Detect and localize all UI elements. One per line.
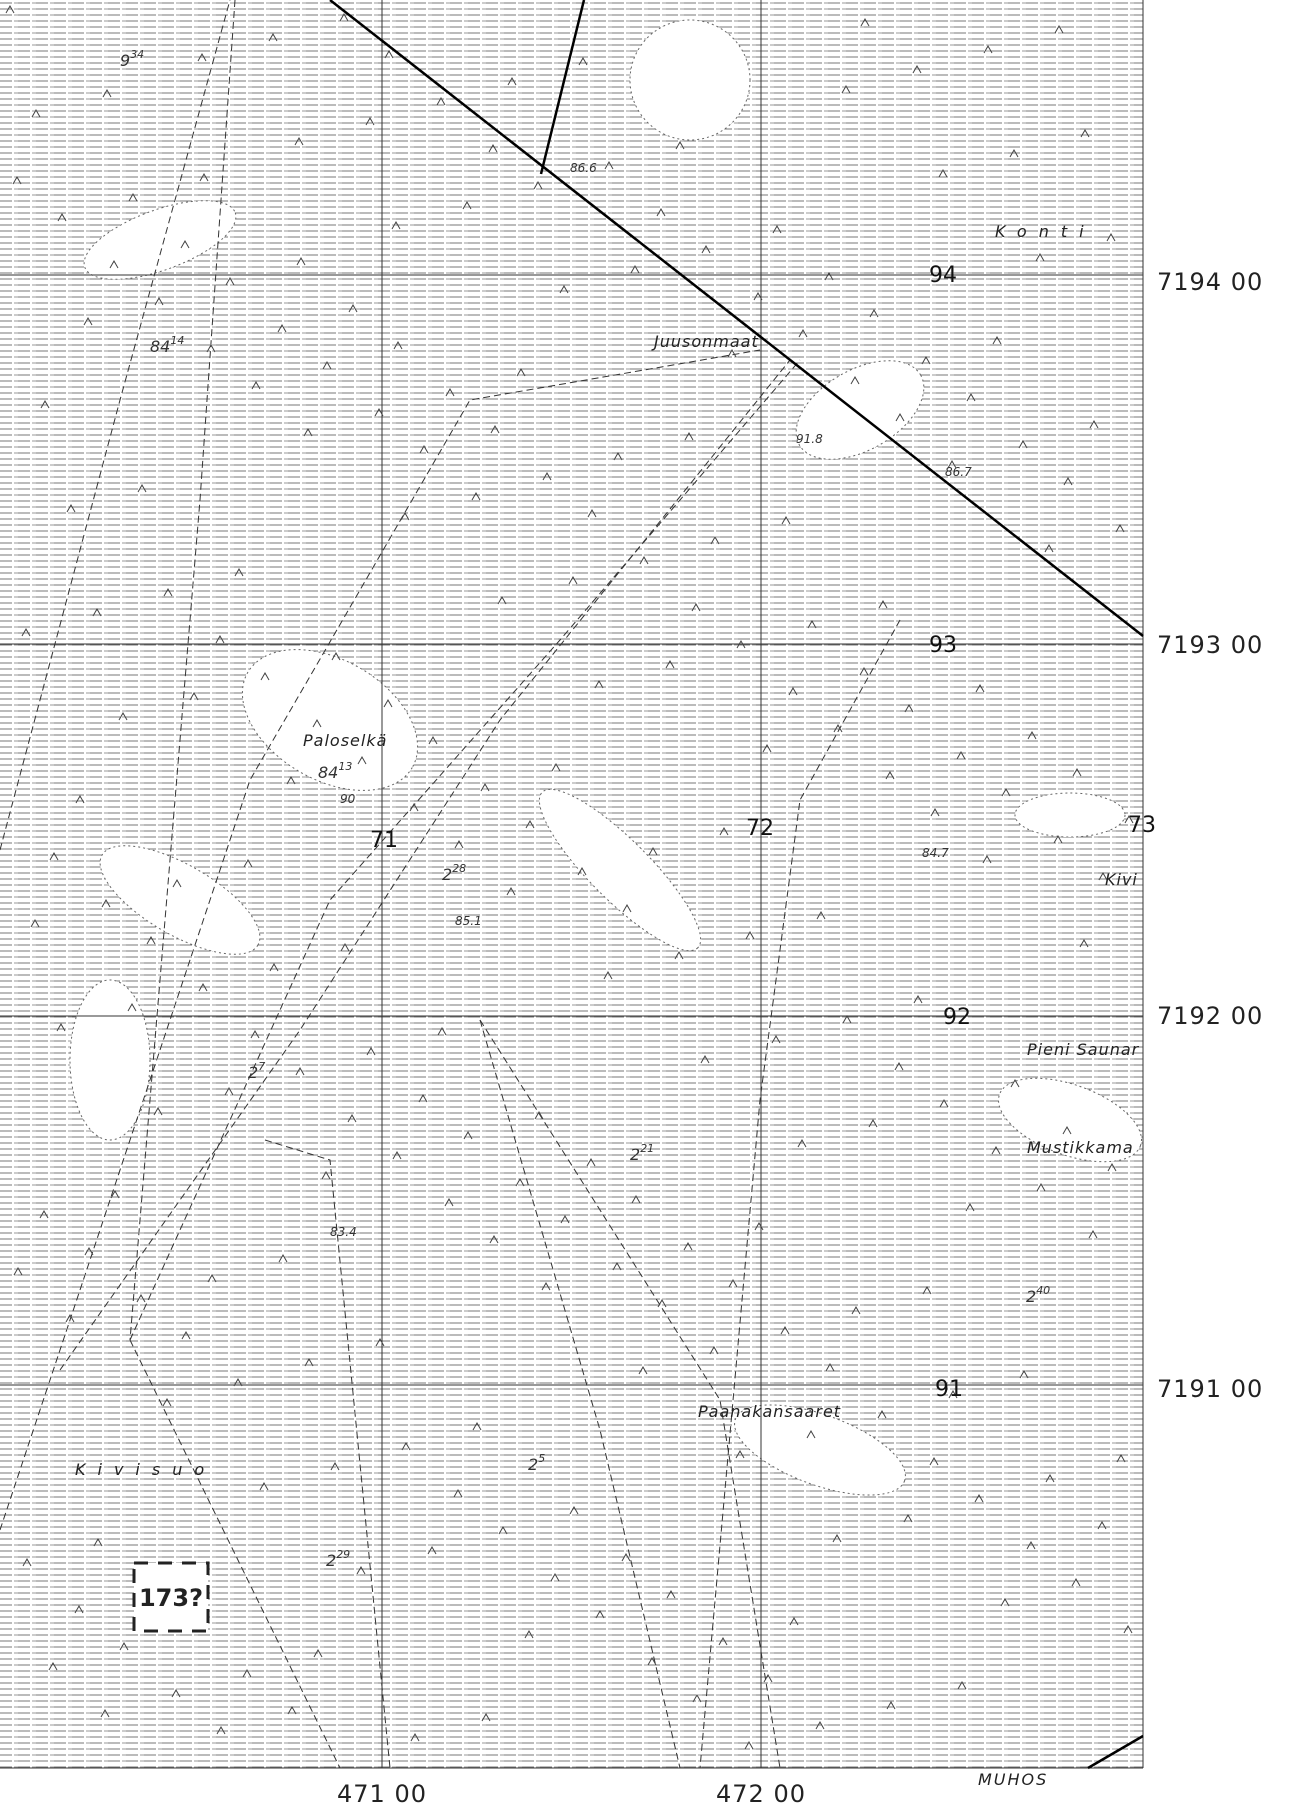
height-base: 84 [150,337,170,356]
northing-label: 7191 00 [1157,1375,1263,1403]
elevation: 90 [340,792,356,806]
tufts [5,4,1134,1750]
islands [69,19,1142,1496]
elevation: 91.8 [796,432,823,446]
place-name: Kivi [1105,870,1138,889]
height-sup: 34 [130,48,144,61]
grid-number: 73 [1128,813,1156,838]
easting-label: 472 00 [716,1780,806,1808]
place-name: Pieni Saunar [1027,1040,1140,1059]
grid-number: 94 [929,263,957,288]
height-label: 27 [248,1060,265,1082]
grid-number: 72 [746,816,774,841]
place-name: Paloselkä [303,731,387,750]
parcel-number: 173? [139,1584,203,1612]
easting-label: 471 00 [337,1780,427,1808]
elevation: 86.6 [570,161,597,175]
height-label: 8414 [150,334,184,356]
height-sup: 29 [336,1548,350,1561]
height-sup: 13 [338,760,352,773]
height-label: 229 [326,1548,350,1570]
place-name: MUHOS [978,1770,1048,1789]
elevation: 86.7 [945,465,972,479]
height-label: 221 [630,1142,654,1164]
grid-number: 93 [929,633,957,658]
northing-label: 7194 00 [1157,268,1263,296]
height-sup: 5 [538,1452,545,1465]
elevation: 85.1 [455,914,482,928]
height-base: 2 [528,1455,538,1474]
height-base: 2 [442,865,452,884]
elevation: 83.4 [330,1225,357,1239]
grid-lines [0,0,1144,1769]
place-name: Juusonmaat [651,332,759,351]
grid-number: 71 [370,828,398,853]
place-name: Kivisuo [75,1460,216,1479]
northing-label: 7192 00 [1157,1002,1263,1030]
height-base: 2 [248,1063,258,1082]
boundary-lines [329,0,1144,1770]
dashed-lines [0,0,901,1769]
northing-label: 7193 00 [1157,631,1263,659]
height-base: 2 [326,1551,336,1570]
height-base: 2 [1026,1287,1036,1306]
elevation: 84.7 [922,846,949,860]
height-label: 240 [1026,1284,1050,1306]
parcel-box: 173? [132,1561,210,1633]
height-label: 8413 [318,760,352,782]
height-base: 84 [318,763,338,782]
place-name: Konti [995,222,1096,241]
height-sup: 28 [452,862,466,875]
height-sup: 21 [640,1142,654,1155]
height-label: 934 [120,48,144,70]
place-name: Mustikkama [1027,1138,1134,1157]
height-base: 9 [120,51,130,70]
marsh-symbols [5,4,1134,1750]
height-base: 2 [630,1145,640,1164]
place-name: Paanakansaaret [698,1402,841,1421]
height-label: 228 [442,862,466,884]
height-sup: 7 [258,1060,265,1073]
grid-number: 92 [943,1005,971,1030]
grid-number: 91 [935,1377,963,1402]
height-label: 25 [528,1452,545,1474]
height-sup: 14 [170,334,184,347]
height-sup: 40 [1036,1284,1050,1297]
